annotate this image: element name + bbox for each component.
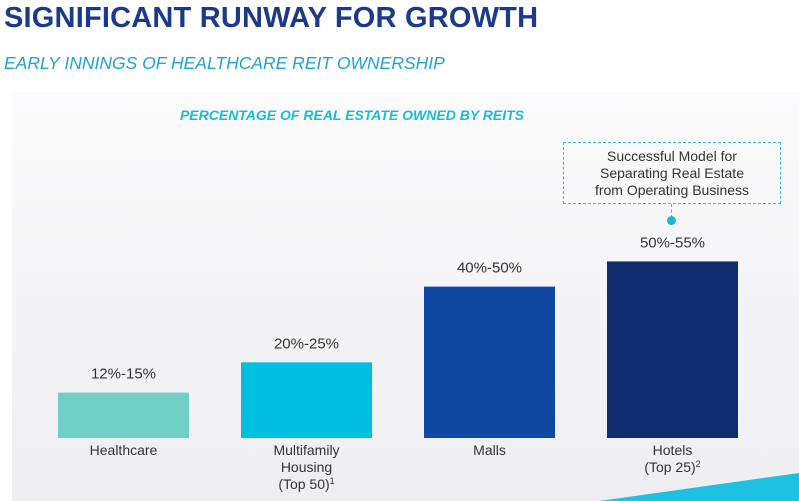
bar-1 bbox=[58, 392, 189, 438]
data-label-1: 12%-15% bbox=[91, 366, 156, 383]
category-label-hotels: Hotels (Top 25)2 bbox=[644, 442, 701, 475]
corner-accent bbox=[599, 473, 799, 501]
data-label-2: 20%-25% bbox=[274, 335, 339, 352]
bar-4 bbox=[607, 261, 738, 438]
bar-3 bbox=[424, 286, 555, 438]
page-title: SIGNIFICANT RUNWAY FOR GROWTH bbox=[4, 2, 539, 34]
page-subtitle: EARLY INNINGS OF HEALTHCARE REIT OWNERSH… bbox=[4, 53, 445, 73]
callout-box: Successful Model for Separating Real Est… bbox=[563, 142, 781, 204]
chart-title: PERCENTAGE OF REAL ESTATE OWNED BY REITS bbox=[179, 107, 525, 123]
category-label-multifamily: Multifamily Housing (Top 50)1 bbox=[273, 442, 340, 492]
callout-connector bbox=[671, 204, 672, 218]
bar-2 bbox=[241, 362, 372, 438]
category-label-healthcare: Healthcare bbox=[89, 442, 158, 458]
callout-dot bbox=[667, 216, 676, 225]
category-label-malls: Malls bbox=[473, 442, 506, 458]
data-label-4: 50%-55% bbox=[640, 234, 705, 251]
data-label-3: 40%-50% bbox=[457, 260, 522, 277]
